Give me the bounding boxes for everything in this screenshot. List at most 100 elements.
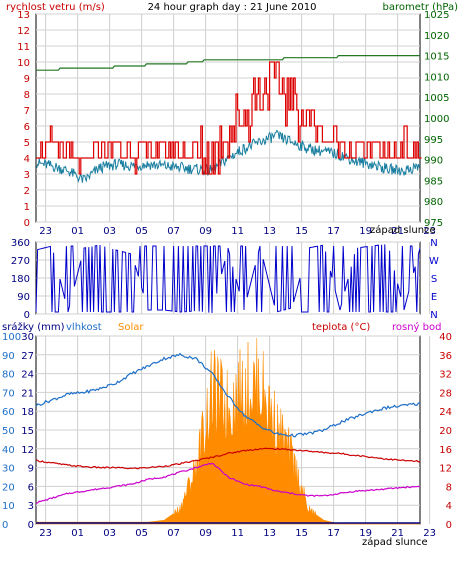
tick-label-barometer: 1010 — [424, 72, 449, 83]
tick-label-wind: 7 — [24, 106, 30, 117]
barometer-axis-title: barometr (hPa) — [383, 2, 459, 13]
tick-label-vlhkost: 50 — [2, 426, 15, 437]
tick-label-temperature: 32 — [439, 370, 452, 381]
tick-label-temperature: 4 — [446, 501, 452, 512]
tick-label-wind: 0 — [24, 218, 30, 229]
tick-label-srazky: 6 — [28, 482, 34, 493]
tick-label-hour: 15 — [295, 226, 308, 237]
series-2 — [35, 244, 421, 314]
tick-label-hour: 03 — [103, 226, 116, 237]
compass-label: W — [429, 256, 439, 267]
tick-label-vlhkost: 20 — [2, 482, 15, 493]
tick-label-barometer: 995 — [424, 135, 443, 146]
tick-label-srazky: 3 — [28, 501, 34, 512]
chart-title: 24 hour graph day : 21 June 2010 — [148, 2, 317, 13]
tick-label-temperature: 12 — [439, 464, 452, 475]
tick-label-vlhkost: 30 — [2, 464, 15, 475]
series-wind-direction — [35, 244, 421, 314]
tick-label-direction: 90 — [17, 292, 30, 303]
x-axis-3: 23 01 03 05 07 09 11 13 15 17 19 21 23 — [39, 528, 436, 539]
tick-label-vlhkost: 60 — [2, 407, 15, 418]
compass-label: N — [430, 310, 437, 321]
tick-label-temperature: 0 — [446, 520, 452, 531]
tick-label-wind: 4 — [24, 154, 30, 165]
tick-label-wind: 3 — [24, 170, 30, 181]
tick-label-srazky: 18 — [21, 407, 34, 418]
compass-label: N — [430, 238, 437, 249]
tick-label-wind: 12 — [17, 26, 30, 37]
tick-label-hour: 01 — [71, 226, 84, 237]
series-solar — [35, 338, 420, 525]
sunset-label-3: západ slunce — [362, 536, 428, 548]
tick-label-vlhkost: 40 — [2, 445, 15, 456]
tick-label-srazky: 27 — [21, 351, 34, 362]
tick-label-hour: 23 — [39, 226, 52, 237]
tick-label-wind: 13 — [17, 10, 30, 21]
tick-label-hour: 19 — [359, 528, 372, 539]
tick-label-direction: 180 — [11, 274, 30, 285]
tick-label-wind: 8 — [24, 90, 30, 101]
tick-label-temperature: 40 — [439, 332, 452, 343]
tick-label-hour: 17 — [327, 226, 340, 237]
tick-label-direction: 0 — [24, 310, 30, 321]
tick-label-barometer: 1025 — [424, 10, 449, 21]
tick-label-hour: 11 — [231, 528, 244, 539]
tick-label-vlhkost: 70 — [2, 388, 15, 399]
series-gusts — [36, 61, 422, 175]
tick-label-temperature: 28 — [439, 388, 452, 399]
tick-label-hour: 07 — [167, 226, 180, 237]
legend-rosny-bod: rosný bod — [392, 321, 441, 333]
tick-label-barometer: 975 — [424, 218, 443, 229]
tick-label-hour: 19 — [359, 226, 372, 237]
tick-label-vlhkost: 0 — [2, 520, 8, 531]
wind-axis-title: rychlost vetru (m/s) — [6, 2, 105, 13]
legend-teplota: teplota (°C) — [312, 322, 370, 333]
tick-label-hour: 05 — [135, 226, 148, 237]
tick-label-temperature: 20 — [439, 426, 452, 437]
tick-label-barometer: 1015 — [424, 52, 449, 63]
tick-label-hour: 21 — [391, 528, 404, 539]
tick-label-hour: 13 — [263, 226, 276, 237]
tick-label-barometer: 1005 — [424, 93, 449, 104]
series-1 — [35, 55, 422, 184]
series-3 — [35, 338, 421, 525]
tick-label-srazky: 9 — [28, 464, 34, 475]
compass-label: E — [431, 292, 437, 303]
tick-label-hour: 13 — [263, 528, 276, 539]
tick-label-hour: 17 — [327, 528, 340, 539]
tick-label-srazky: 30 — [21, 332, 34, 343]
tick-label-barometer: 980 — [424, 197, 443, 208]
sunset-label-1: západ slunce — [370, 224, 436, 236]
tick-label-hour: 03 — [103, 528, 116, 539]
series-vlhkost — [35, 352, 421, 438]
tick-label-temperature: 8 — [446, 482, 452, 493]
y-axis-barometer: 975 980 985 990 995 1000 1005 1010 1015 1020 1025 — [424, 10, 449, 229]
tick-label-hour: 23 — [39, 528, 52, 539]
series-barometer — [36, 55, 420, 71]
legend-srazky: srážky (mm) — [2, 321, 65, 333]
tick-label-wind: 2 — [24, 186, 30, 197]
tick-label-hour: 01 — [71, 528, 84, 539]
y-axis-vlhkost: 0 10 20 30 40 50 60 70 80 90 100 — [2, 332, 21, 531]
tick-label-hour: 09 — [199, 528, 212, 539]
tick-label-srazky: 0 — [28, 520, 34, 531]
tick-label-hour: 23 — [423, 528, 436, 539]
tick-label-hour: 11 — [231, 226, 244, 237]
tick-label-temperature: 24 — [439, 407, 452, 418]
compass-label: S — [431, 274, 437, 285]
tick-label-hour: 21 — [391, 226, 404, 237]
tick-label-wind: 5 — [24, 138, 30, 149]
tick-label-vlhkost: 80 — [2, 370, 15, 381]
tick-label-wind: 11 — [17, 42, 30, 53]
tick-label-srazky: 15 — [21, 426, 34, 437]
x-axis-1: 23 01 03 05 07 09 11 13 15 17 19 21 23 — [39, 226, 436, 237]
tick-label-barometer: 990 — [424, 156, 443, 167]
panel-wind-barometer: rychlost vetru (m/s) 24 hour graph day :… — [6, 2, 458, 237]
y-axis-srazky: 0 3 6 9 12 15 18 21 24 27 30 — [21, 332, 34, 531]
tick-label-barometer: 1000 — [424, 114, 449, 125]
plot-frame-1 — [35, 13, 421, 223]
y-axis-direction: 0 90 180 270 360 — [11, 238, 30, 321]
tick-label-barometer: 985 — [424, 176, 443, 187]
